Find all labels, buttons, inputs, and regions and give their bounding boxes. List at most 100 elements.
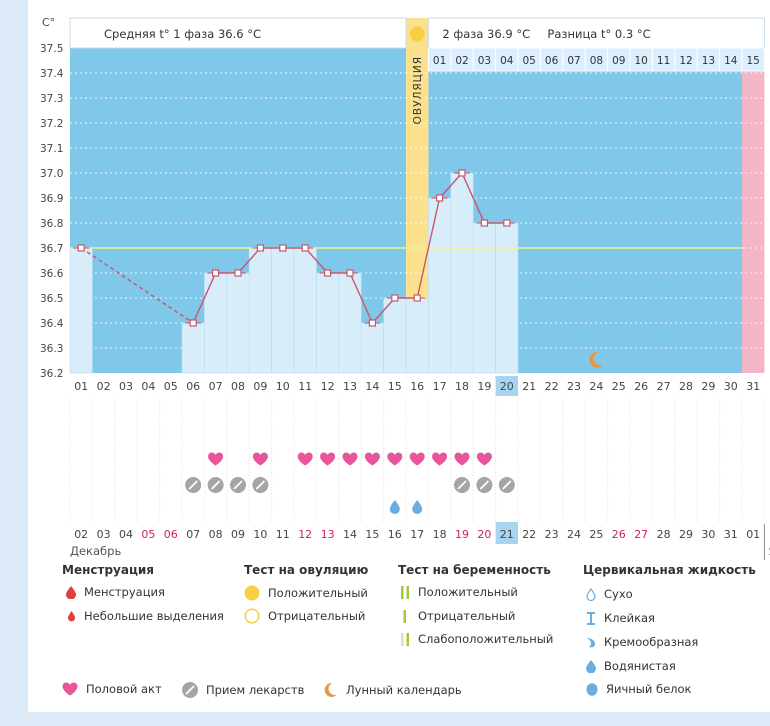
- difference-text: Разница t° 0.3 °C: [547, 27, 650, 41]
- phase1-average-text: Средняя t° 1 фаза 36.6 °C: [104, 27, 261, 41]
- temperature-point: [391, 294, 399, 302]
- post-ovulation-day-label: 10: [635, 55, 648, 67]
- temperature-point: [234, 269, 242, 277]
- calendar-date-label: 13: [321, 528, 335, 541]
- month-label: Декабрь: [70, 544, 121, 558]
- calendar-date-label: 28: [657, 528, 671, 541]
- calendar-date-label: 24: [567, 528, 581, 541]
- cycle-day-label: 05: [164, 380, 178, 393]
- legend-fluid-watery: Водянистая: [586, 659, 676, 673]
- calendar-date-label: 16: [388, 528, 402, 541]
- post-ovulation-day-label: 14: [724, 55, 738, 67]
- cycle-day-label: 07: [209, 380, 223, 393]
- cycle-day-label: 29: [701, 380, 715, 393]
- legend-pregnancy-positive-label: Положительный: [418, 585, 518, 599]
- legend-fluid-sticky: Клейкая: [586, 611, 655, 625]
- cycle-day-label: 06: [186, 380, 200, 393]
- cycle-day-label: 03: [119, 380, 133, 393]
- medication-pill-stroke: [457, 480, 467, 490]
- y-tick-label: 36.8: [40, 218, 63, 230]
- watery-fluid-drop: [412, 500, 423, 514]
- post-ovulation-day-label: 02: [455, 55, 468, 67]
- calendar-date-label: 29: [679, 528, 693, 541]
- cycle-day-label: 14: [365, 380, 379, 393]
- y-tick-label: 36.4: [40, 318, 64, 330]
- y-tick-label: 37.3: [40, 93, 63, 105]
- temperature-line-segment: [192, 272, 217, 324]
- post-ovulation-day-label: 08: [590, 55, 603, 67]
- temperature-bar: [226, 272, 250, 374]
- legend-fluid-dry: Сухо: [586, 587, 633, 601]
- post-ovulation-day-label: 06: [545, 55, 559, 67]
- medication-pill-stroke: [210, 480, 221, 490]
- drop-outline-icon: [586, 587, 596, 601]
- legend-ovulation-negative: Отрицательный: [244, 608, 365, 624]
- temperature-point: [436, 194, 444, 202]
- y-tick-label: 36.5: [40, 293, 63, 305]
- temperature-bar: [248, 247, 272, 374]
- cycle-day-label: 04: [141, 380, 155, 393]
- calendar-date-label: 14: [343, 528, 357, 541]
- legend-menstruation-title: Менструация: [62, 563, 154, 577]
- y-tick-label: 36.7: [40, 243, 63, 255]
- post-ovulation-day-label: 01: [433, 55, 446, 67]
- egg-white-icon: [586, 683, 598, 696]
- legend-cervical-fluid-title: Цервикальная жидкость: [583, 563, 756, 577]
- intercourse-heart: [476, 452, 492, 466]
- legend-pregnancy-positive: Положительный: [400, 585, 518, 599]
- cycle-day-label: 27: [657, 380, 671, 393]
- legend-ovulation-positive: Положительный: [244, 585, 368, 601]
- temperature-point: [480, 219, 488, 227]
- cycle-day-label: 17: [433, 380, 447, 393]
- y-tick-label: 36.9: [40, 193, 63, 205]
- temperature-bar: [472, 222, 496, 374]
- calendar-date-label: 02: [74, 528, 88, 541]
- legend-fluid-egg-white: Яичный белок: [586, 682, 692, 696]
- legend-ovulation-negative-label: Отрицательный: [268, 609, 366, 623]
- post-ovulation-day-label: 12: [679, 55, 692, 67]
- legend-pregnancy-faint-label: Слабоположительный: [418, 632, 554, 646]
- next-month-label: Янв: [768, 544, 770, 558]
- cycle-day-label: 31: [746, 380, 760, 393]
- temperature-line-segment: [80, 247, 194, 324]
- temperature-bar: [316, 272, 340, 374]
- intercourse-heart: [320, 452, 336, 466]
- bbt-chart-panel: Средняя t° 1 фаза 36.6 °C 2 фаза 36.9 °C Р…: [28, 0, 770, 712]
- post-ovulation-day-label: 04: [500, 55, 514, 67]
- post-ovulation-day-label: 13: [702, 55, 715, 67]
- calendar-today-highlight: [495, 522, 518, 544]
- intercourse-heart: [409, 452, 425, 466]
- legend-pregnancy-negative: Отрицательный: [400, 609, 515, 623]
- legend-intercourse-label: Половой акт: [86, 682, 162, 696]
- temperature-point: [279, 244, 287, 252]
- temperature-line-segment: [461, 172, 486, 224]
- temperature-point: [189, 319, 197, 327]
- post-ovulation-day-label: 03: [478, 55, 491, 67]
- post-ovulation-day-label: 05: [523, 55, 536, 67]
- calendar-date-label: 15: [365, 528, 379, 541]
- calendar-date-label: 01: [746, 528, 760, 541]
- bbt-chart: Средняя t° 1 фаза 36.6 °C 2 фаза 36.9 °C Р…: [40, 16, 770, 560]
- water-drop-icon: [586, 659, 596, 673]
- phase2-header: [427, 17, 765, 49]
- y-tick-label: 37.5: [40, 43, 63, 55]
- legend-medication-label: Прием лекарств: [206, 683, 305, 697]
- intercourse-heart: [387, 452, 403, 466]
- cycle-day-label: 15: [388, 380, 402, 393]
- temperature-point: [256, 244, 264, 252]
- cycle-day-label: 16: [410, 380, 424, 393]
- temperature-bar: [360, 322, 384, 374]
- temperature-point: [346, 269, 354, 277]
- ovulation-test-positive-marker: [409, 26, 425, 42]
- legend-pregnancy-negative-label: Отрицательный: [418, 609, 516, 623]
- intercourse-heart: [297, 452, 313, 466]
- ovulation-column: [406, 18, 429, 373]
- temperature-bar: [338, 272, 362, 374]
- temperature-point: [301, 244, 309, 252]
- calendar-date-label: 05: [141, 528, 155, 541]
- medication-pill-stroke: [255, 480, 266, 490]
- intercourse-heart: [252, 452, 268, 466]
- cycle-day-label: 24: [589, 380, 603, 393]
- moon-icon: [324, 682, 337, 697]
- y-tick-label: 36.3: [40, 343, 63, 355]
